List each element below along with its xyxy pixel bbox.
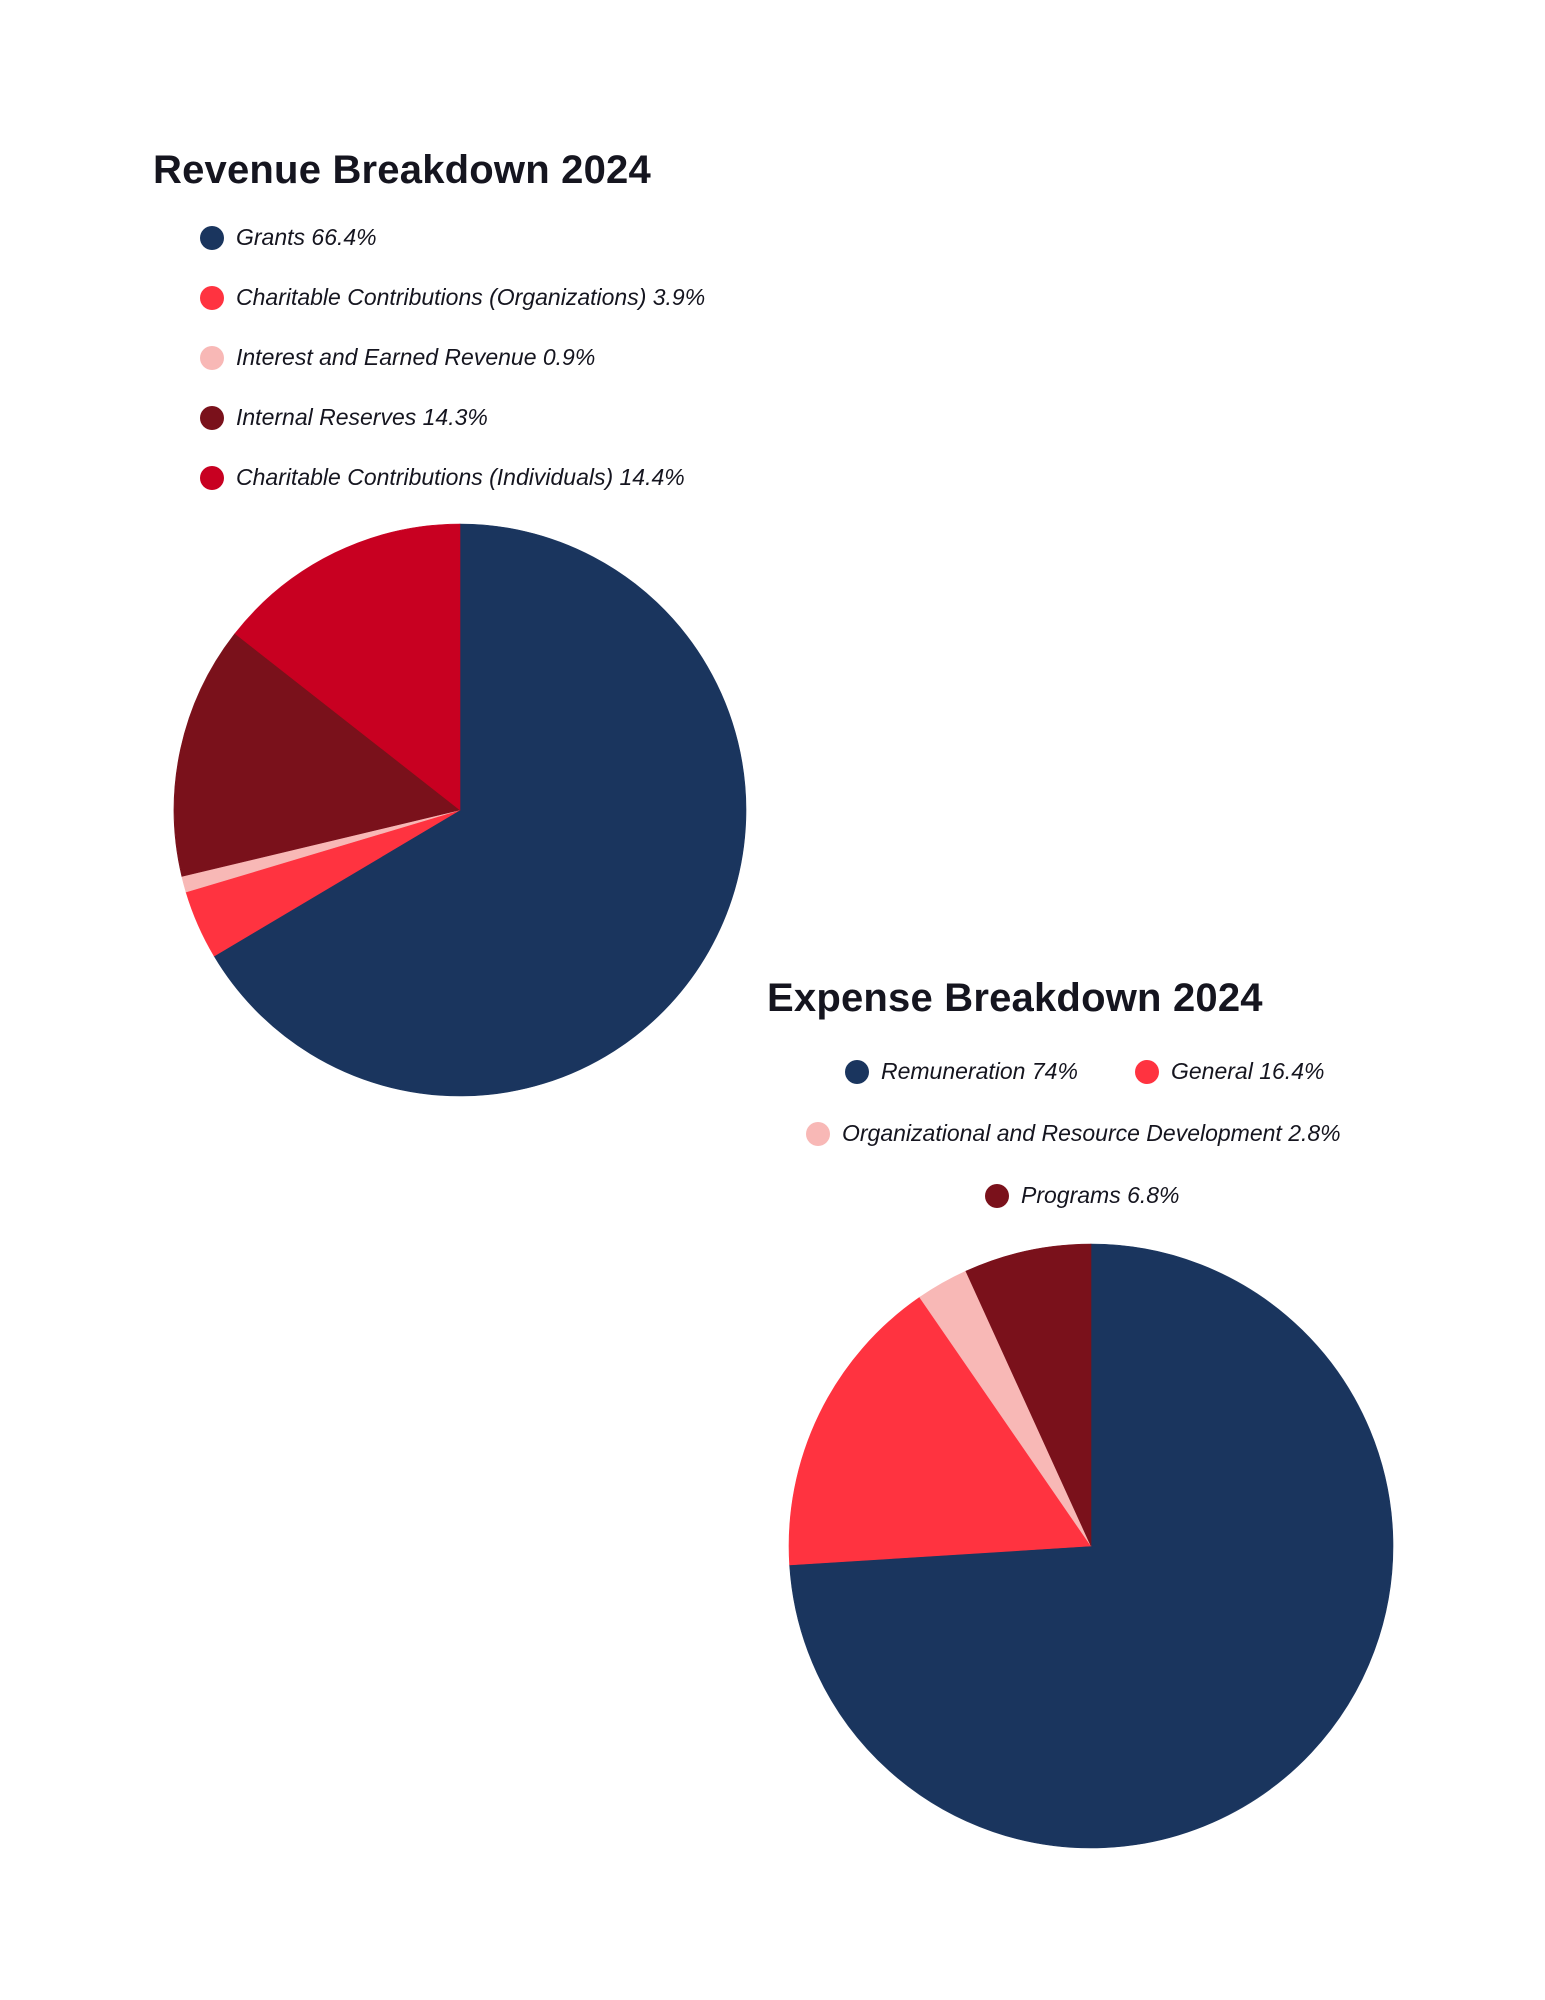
- pie-slice-charitable-contributions-individuals: [234, 523, 461, 811]
- pie-slice-grants: [213, 523, 747, 1097]
- pie-slice-general: [788, 1296, 1092, 1566]
- legend-label: Programs 6.8%: [1021, 1182, 1180, 1208]
- expense-legend-item-general: General 16.4%: [1135, 1058, 1324, 1085]
- legend-label: Charitable Contributions (Individuals) 1…: [236, 464, 685, 490]
- legend-label: Remuneration 74%: [881, 1058, 1078, 1084]
- legend-label: Grants 66.4%: [236, 224, 377, 250]
- expense-legend-item-development: Organizational and Resource Development …: [806, 1120, 1341, 1147]
- revenue-legend-item-interest: Interest and Earned Revenue 0.9%: [200, 344, 595, 371]
- pie-slice-internal-reserves: [173, 633, 461, 877]
- legend-label: General 16.4%: [1171, 1058, 1325, 1084]
- legend-dot-icon: [200, 225, 224, 250]
- legend-label: Organizational and Resource Development …: [842, 1120, 1341, 1146]
- legend-dot-icon: [200, 405, 224, 430]
- legend-dot-icon: [1135, 1059, 1159, 1084]
- legend-dot-icon: [985, 1183, 1009, 1208]
- revenue-chart-title: Revenue Breakdown 2024: [153, 148, 651, 192]
- expense-legend-item-remuneration: Remuneration 74%: [845, 1058, 1078, 1085]
- legend-dot-icon: [806, 1121, 830, 1146]
- legend-dot-icon: [200, 285, 224, 310]
- legend-dot-icon: [200, 465, 224, 490]
- expense-chart-title: Expense Breakdown 2024: [767, 976, 1263, 1020]
- legend-dot-icon: [845, 1059, 869, 1084]
- pie-slice-programs: [965, 1243, 1092, 1547]
- revenue-legend-item-reserves: Internal Reserves 14.3%: [200, 404, 488, 431]
- revenue-chart: Revenue Breakdown 2024 Grants 66.4% Char…: [153, 148, 747, 1097]
- legend-label: Charitable Contributions (Organizations)…: [236, 284, 706, 310]
- revenue-legend-item-organizations: Charitable Contributions (Organizations)…: [200, 284, 705, 311]
- expense-legend-item-programs: Programs 6.8%: [985, 1182, 1180, 1209]
- revenue-pie-chart: [173, 523, 747, 1097]
- revenue-legend-item-grants: Grants 66.4%: [200, 224, 377, 251]
- legend-label: Internal Reserves 14.3%: [236, 404, 488, 430]
- revenue-legend-item-individuals: Charitable Contributions (Individuals) 1…: [200, 464, 685, 491]
- legend-dot-icon: [200, 345, 224, 370]
- legend-label: Interest and Earned Revenue 0.9%: [236, 344, 596, 370]
